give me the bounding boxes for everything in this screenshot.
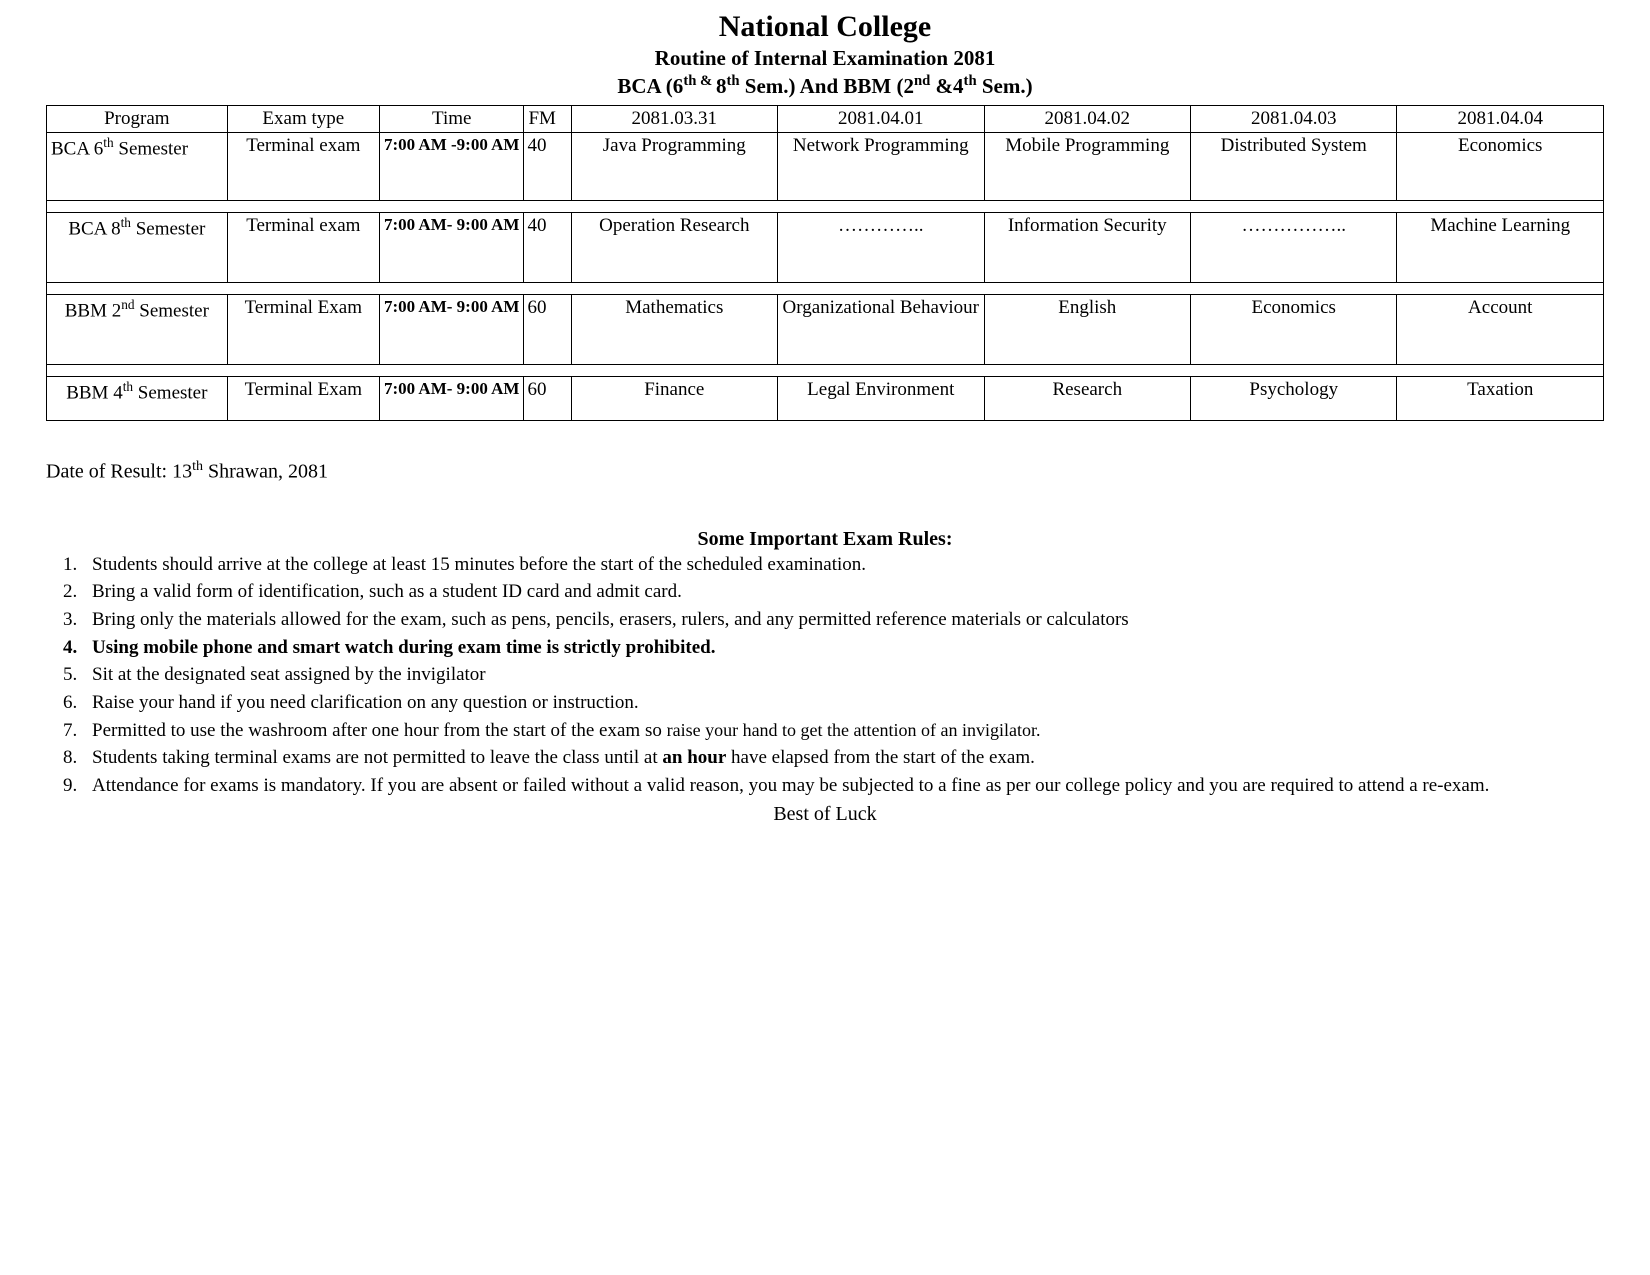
- table-row: BBM 4th SemesterTerminal Exam7:00 AM- 9:…: [47, 377, 1604, 421]
- table-header-cell: FM: [524, 106, 571, 133]
- table-cell: 60: [524, 377, 571, 421]
- table-cell: 40: [524, 213, 571, 283]
- table-header-cell: Program: [47, 106, 228, 133]
- table-cell: Economics: [1191, 295, 1397, 365]
- college-title: National College: [46, 10, 1604, 44]
- table-header-cell: 2081.04.01: [778, 106, 984, 133]
- table-cell: BBM 2nd Semester: [47, 295, 228, 365]
- table-cell: Information Security: [984, 213, 1190, 283]
- table-cell: BBM 4th Semester: [47, 377, 228, 421]
- rule-item: Using mobile phone and smart watch durin…: [82, 636, 1604, 661]
- table-cell: Economics: [1397, 133, 1604, 201]
- table-cell: Terminal Exam: [227, 295, 379, 365]
- table-cell: Mobile Programming: [984, 133, 1190, 201]
- table-cell: 7:00 AM- 9:00 AM: [379, 295, 524, 365]
- spacer-row: [47, 283, 1604, 295]
- table-header-cell: 2081.04.03: [1191, 106, 1397, 133]
- table-header-cell: Exam type: [227, 106, 379, 133]
- closing-text: Best of Luck: [46, 803, 1604, 826]
- spacer-row: [47, 201, 1604, 213]
- rules-list: Students should arrive at the college at…: [46, 553, 1604, 799]
- table-header-cell: 2081.03.31: [571, 106, 777, 133]
- table-cell: Mathematics: [571, 295, 777, 365]
- table-row: BCA 8th SemesterTerminal exam7:00 AM- 9:…: [47, 213, 1604, 283]
- rule-item: Students taking terminal exams are not p…: [82, 746, 1604, 771]
- table-header-cell: 2081.04.04: [1397, 106, 1604, 133]
- rule-item: Sit at the designated seat assigned by t…: [82, 663, 1604, 688]
- exam-routine-table: ProgramExam typeTimeFM2081.03.312081.04.…: [46, 105, 1604, 421]
- rules-title: Some Important Exam Rules:: [46, 528, 1604, 551]
- table-cell: 60: [524, 295, 571, 365]
- table-header-cell: 2081.04.02: [984, 106, 1190, 133]
- table-cell: Taxation: [1397, 377, 1604, 421]
- table-cell: BCA 8th Semester: [47, 213, 228, 283]
- table-cell: Operation Research: [571, 213, 777, 283]
- table-row: BCA 6th SemesterTerminal exam7:00 AM -9:…: [47, 133, 1604, 201]
- table-cell: ……………..: [1191, 213, 1397, 283]
- routine-subtitle: Routine of Internal Examination 2081: [46, 46, 1604, 71]
- table-cell: 7:00 AM- 9:00 AM: [379, 213, 524, 283]
- rule-item: Bring a valid form of identification, su…: [82, 580, 1604, 605]
- table-cell: …………..: [778, 213, 984, 283]
- table-cell: Research: [984, 377, 1190, 421]
- table-header-cell: Time: [379, 106, 524, 133]
- table-cell: Machine Learning: [1397, 213, 1604, 283]
- table-cell: Java Programming: [571, 133, 777, 201]
- table-cell: Distributed System: [1191, 133, 1397, 201]
- rule-item: Attendance for exams is mandatory. If yo…: [82, 774, 1604, 799]
- table-cell: Terminal exam: [227, 133, 379, 201]
- table-cell: 7:00 AM -9:00 AM: [379, 133, 524, 201]
- programs-subtitle: BCA (6th & 8th Sem.) And BBM (2nd &4th S…: [46, 73, 1604, 99]
- table-cell: Legal Environment: [778, 377, 984, 421]
- rule-item: Students should arrive at the college at…: [82, 553, 1604, 578]
- table-cell: Finance: [571, 377, 777, 421]
- table-cell: Terminal Exam: [227, 377, 379, 421]
- table-row: BBM 2nd SemesterTerminal Exam7:00 AM- 9:…: [47, 295, 1604, 365]
- table-cell: Account: [1397, 295, 1604, 365]
- table-cell: 7:00 AM- 9:00 AM: [379, 377, 524, 421]
- table-cell: Network Programming: [778, 133, 984, 201]
- table-cell: Psychology: [1191, 377, 1397, 421]
- rule-item: Permitted to use the washroom after one …: [82, 719, 1604, 744]
- result-date: Date of Result: 13th Shrawan, 2081: [46, 459, 1604, 484]
- table-cell: BCA 6th Semester: [47, 133, 228, 201]
- document-header: National College Routine of Internal Exa…: [46, 10, 1604, 99]
- spacer-row: [47, 365, 1604, 377]
- table-cell: Terminal exam: [227, 213, 379, 283]
- table-cell: 40: [524, 133, 571, 201]
- table-cell: Organizational Behaviour: [778, 295, 984, 365]
- rule-item: Raise your hand if you need clarificatio…: [82, 691, 1604, 716]
- table-cell: English: [984, 295, 1190, 365]
- rule-item: Bring only the materials allowed for the…: [82, 608, 1604, 633]
